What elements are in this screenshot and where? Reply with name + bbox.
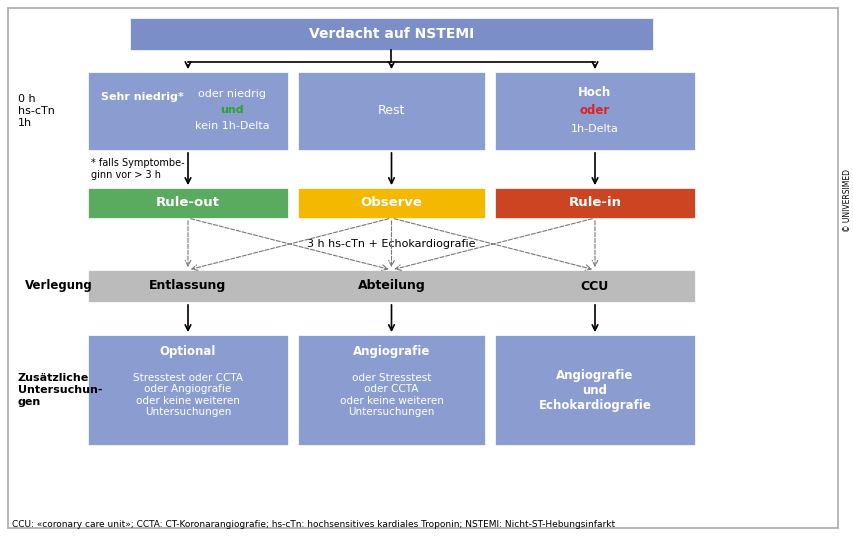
Bar	[298, 335, 485, 445]
Bar	[88, 72, 287, 150]
Text: und: und	[220, 105, 243, 115]
Text: Entlassung: Entlassung	[149, 280, 226, 293]
Bar	[298, 72, 485, 150]
Bar	[298, 188, 485, 218]
Bar	[495, 188, 694, 218]
Text: Verdacht auf NSTEMI: Verdacht auf NSTEMI	[309, 27, 473, 41]
Text: © UNIVERSIMED: © UNIVERSIMED	[843, 169, 851, 231]
Text: oder niedrig: oder niedrig	[198, 89, 265, 99]
Text: oder: oder	[579, 105, 609, 118]
Bar	[130, 18, 653, 50]
Text: CCU: CCU	[580, 280, 608, 293]
Text: Sehr niedrig*: Sehr niedrig*	[101, 92, 183, 102]
Text: Optional: Optional	[160, 345, 216, 358]
Text: * falls Symptombe-
ginn vor > 3 h: * falls Symptombe- ginn vor > 3 h	[91, 158, 184, 179]
Text: Observe: Observe	[360, 197, 422, 210]
Text: oder Stresstest
oder CCTA
oder keine weiteren
Untersuchungen: oder Stresstest oder CCTA oder keine wei…	[339, 372, 443, 417]
Bar	[495, 72, 694, 150]
Text: 3 h hs-cTn + Echokardiografie: 3 h hs-cTn + Echokardiografie	[307, 239, 475, 249]
Text: Rest: Rest	[377, 105, 404, 118]
Text: Rule-out: Rule-out	[156, 197, 220, 210]
Text: Rule-in: Rule-in	[568, 197, 621, 210]
Text: CCU: «coronary care unit»; CCTA: CT-Koronarangiografie; hs-cTn: hochsensitives k: CCU: «coronary care unit»; CCTA: CT-Koro…	[12, 520, 614, 529]
Bar	[495, 335, 694, 445]
Text: Zusätzliche
Untersuchun-
gen: Zusätzliche Untersuchun- gen	[18, 374, 102, 406]
Text: 0 h
hs-cTn
1h: 0 h hs-cTn 1h	[18, 94, 55, 128]
Text: Angiografie: Angiografie	[352, 345, 430, 358]
Text: Stresstest oder CCTA
oder Angiografie
oder keine weiteren
Untersuchungen: Stresstest oder CCTA oder Angiografie od…	[133, 372, 243, 417]
Text: Hoch: Hoch	[577, 86, 611, 99]
Bar	[88, 335, 287, 445]
Text: kein 1h-Delta: kein 1h-Delta	[194, 121, 269, 131]
Text: Verlegung: Verlegung	[25, 280, 93, 293]
Text: Abteilung: Abteilung	[357, 280, 425, 293]
Bar	[88, 270, 694, 302]
Text: 1h-Delta: 1h-Delta	[571, 124, 618, 134]
Text: Angiografie
und
Echokardiografie: Angiografie und Echokardiografie	[538, 369, 651, 411]
Bar	[88, 188, 287, 218]
